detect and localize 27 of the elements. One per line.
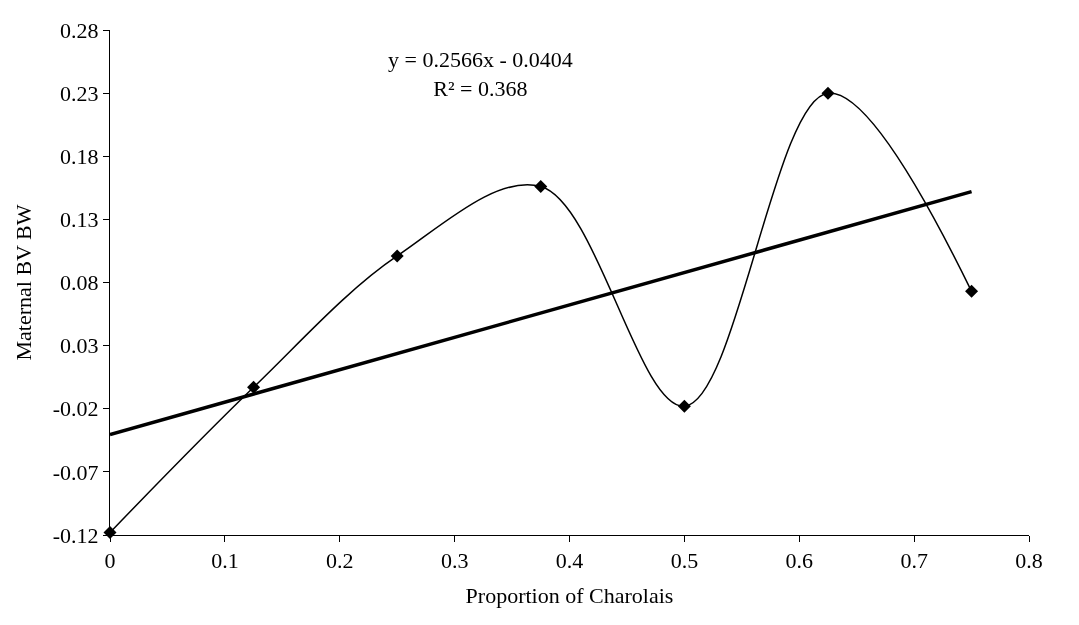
y-tick-label: 0.28 [60,17,99,43]
y-tick-label: 0.03 [60,333,99,359]
y-tick-label: 0.08 [60,270,99,296]
x-tick-label: 0.6 [785,548,813,574]
y-tick-label: -0.07 [52,459,99,485]
x-tick-label: 0.4 [555,548,584,574]
annotation: y = 0.2566x - 0.0404 R² = 0.368 [388,47,573,101]
y-tick-label: -0.12 [52,522,99,548]
y-tick-label: 0.13 [60,207,99,233]
point [821,86,835,100]
x-tick-label: 0.7 [900,548,928,574]
x-tick-label: 0.2 [326,548,354,574]
y-axis-title: Maternal BV BW [10,204,36,361]
x-axis-title: Proportion of Charolais [465,583,674,609]
x-tick-label: 0.8 [1015,548,1043,574]
y-tick-label: 0.18 [60,143,99,169]
x-tick-label: 0.5 [670,548,699,574]
point [390,249,404,263]
point [534,180,548,194]
y-tick-label: -0.02 [52,396,99,422]
point [677,399,691,413]
y-tick-label: 0.23 [60,80,99,106]
point [965,284,979,298]
x-tick-label: 0.3 [440,548,469,574]
x-tick-label: 0 [104,548,116,574]
x-tick-label: 0.1 [211,548,239,574]
point [247,380,261,394]
